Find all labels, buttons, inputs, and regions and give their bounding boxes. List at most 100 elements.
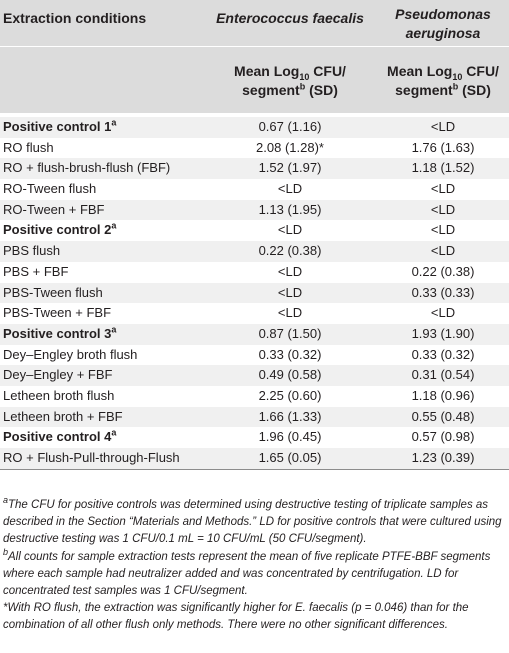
row-condition: RO flush: [3, 138, 54, 159]
row-pa-value: 0.31 (0.54): [411, 367, 475, 383]
table-row: RO + Flush-Pull-through-Flush 1.65 (0.05)…: [0, 448, 509, 469]
row-condition: RO + Flush-Pull-through-Flush: [3, 448, 180, 469]
row-condition: Letheen broth + FBF: [3, 407, 123, 428]
condition-label: Dey–Engley broth flush: [3, 346, 138, 362]
row-pa-value: <LD: [430, 222, 456, 238]
row-ef-value: 1.65 (0.05): [258, 450, 322, 465]
table-header: Extraction conditions Enterococcus faeca…: [0, 0, 509, 113]
header-mean-ef: Mean Log10 CFU/ segmentb (SD): [210, 62, 370, 100]
table-row: RO-Tween + FBF 1.13 (1.95) <LD: [0, 199, 509, 221]
table-row: Dey–Engley broth flush 0.33 (0.32) 0.33 (0…: [0, 345, 509, 366]
table-row: RO flush 2.08 (1.28)* 1.76 (1.63): [0, 138, 509, 159]
condition-label: Positive control 3: [3, 325, 112, 341]
row-pa-value: 1.18 (1.52): [411, 160, 475, 176]
row-ef-value: 1.52 (1.97): [258, 160, 322, 176]
sd-label: (SD): [305, 82, 338, 98]
table-row: PBS-Tween + FBF <LD <LD: [0, 303, 509, 324]
table-row: PBS-Tween flush <LD 0.33 (0.33): [0, 282, 509, 304]
row-condition: PBS flush: [3, 241, 60, 262]
header-mean-pa: Mean Log10 CFU/ segmentb (SD): [377, 62, 509, 100]
table-row: RO-Tween flush <LD <LD: [0, 179, 509, 200]
footnote-b-marker: b: [452, 81, 459, 92]
row-condition: PBS-Tween flush: [3, 283, 103, 304]
row-ef-value: <LD: [277, 181, 303, 197]
condition-label: Dey–Engley + FBF: [3, 367, 113, 383]
header-pa-line1: Pseudomonas: [395, 6, 491, 22]
condition-label: Letheen broth + FBF: [3, 408, 123, 424]
row-pa-value: 1.23 (0.39): [411, 450, 475, 465]
row-condition: PBS-Tween + FBF: [3, 303, 111, 324]
row-pa-value: 1.76 (1.63): [411, 139, 475, 155]
row-condition: Positive control 3a: [3, 324, 116, 345]
row-ef-value: 2.25 (0.60): [258, 387, 322, 403]
row-condition: RO-Tween flush: [3, 179, 96, 200]
table-row: Dey–Engley + FBF 0.49 (0.58) 0.31 (0.54): [0, 365, 509, 386]
row-ef-value: <LD: [277, 284, 303, 300]
row-ef-value: 0.49 (0.58): [258, 367, 322, 383]
table-row: Letheen broth + FBF 1.66 (1.33) 0.55 (0.48…: [0, 406, 509, 428]
row-ef-value: 2.08 (1.28)*: [256, 139, 324, 155]
condition-label: Positive control 4: [3, 429, 112, 445]
table-row: Positive control 2a <LD <LD: [0, 220, 509, 241]
condition-label: Positive control 1: [3, 119, 112, 134]
row-condition: Dey–Engley broth flush: [3, 345, 137, 366]
table-bottom-rule: [0, 469, 509, 470]
row-pa-value: <LD: [430, 305, 456, 321]
mean-label: Mean Log: [234, 63, 300, 79]
row-pa-value: 0.33 (0.32): [411, 346, 475, 362]
row-condition: RO + flush-brush-flush (FBF): [3, 158, 170, 179]
segment-label: segment: [242, 82, 300, 98]
log-subscript: 10: [452, 71, 463, 82]
header-pa-line2: aeruginosa: [405, 25, 481, 41]
row-condition: RO-Tween + FBF: [3, 200, 105, 221]
footnote-b: bAll counts for sample extraction tests …: [3, 546, 491, 598]
footnote-a: aThe CFU for positive controls was deter…: [3, 495, 502, 546]
condition-label: RO + flush-brush-flush (FBF): [3, 160, 171, 176]
condition-label: RO-Tween + FBF: [3, 201, 105, 217]
condition-label: RO + Flush-Pull-through-Flush: [3, 450, 180, 465]
row-ef-value: <LD: [277, 222, 303, 238]
table-row: Positive control 1a 0.67 (1.16) <LD: [0, 117, 509, 138]
row-pa-value: 0.57 (0.98): [411, 429, 475, 445]
row-ef-value: 0.87 (1.50): [258, 325, 322, 341]
row-condition: Positive control 1a: [3, 117, 116, 138]
cfu-label: CFU/: [462, 63, 499, 79]
condition-label: Positive control 2: [3, 222, 112, 238]
sd-label: (SD): [458, 82, 491, 98]
footnote-a-marker: a: [111, 117, 117, 128]
condition-label: PBS-Tween + FBF: [3, 305, 112, 321]
row-ef-value: 0.33 (0.32): [258, 346, 322, 362]
row-ef-value: <LD: [277, 305, 303, 321]
footnote-a-marker: a: [111, 427, 117, 438]
condition-label: RO flush: [3, 139, 54, 155]
table-body: Positive control 1a 0.67 (1.16) <LD RO flus…: [0, 117, 509, 469]
row-ef-value: 1.66 (1.33): [258, 408, 322, 424]
footnote-a-marker: a: [111, 324, 117, 335]
row-condition: Positive control 4a: [3, 427, 116, 448]
table-row: PBS + FBF <LD 0.22 (0.38): [0, 262, 509, 283]
footnote-b-marker: b: [299, 81, 306, 92]
footnote-star: *With RO flush, the extraction was signi…: [3, 602, 469, 632]
log-subscript: 10: [299, 71, 310, 82]
row-condition: Letheen broth flush: [3, 386, 114, 407]
header-separator: [0, 46, 509, 47]
header-extraction-conditions: Extraction conditions: [3, 10, 147, 26]
row-pa-value: 1.18 (0.96): [411, 387, 475, 403]
condition-label: PBS flush: [3, 243, 61, 259]
row-pa-value: 0.33 (0.33): [411, 284, 475, 300]
segment-label: segment: [395, 82, 453, 98]
row-pa-value: 1.93 (1.90): [411, 325, 475, 341]
row-ef-value: 0.67 (1.16): [258, 119, 322, 134]
row-condition: Dey–Engley + FBF: [3, 365, 112, 386]
condition-label: PBS + FBF: [3, 263, 69, 279]
mean-label: Mean Log: [387, 63, 453, 79]
row-ef-value: 1.13 (1.95): [258, 201, 322, 217]
row-ef-value: 1.96 (0.45): [258, 429, 322, 445]
cfu-label: CFU/: [309, 63, 346, 79]
table-row: PBS flush 0.22 (0.38) <LD: [0, 241, 509, 262]
table-row: Letheen broth flush 2.25 (0.60) 1.18 (0.96…: [0, 386, 509, 407]
row-condition: PBS + FBF: [3, 262, 68, 283]
footnotes: aThe CFU for positive controls was deter…: [3, 495, 506, 635]
condition-label: PBS-Tween flush: [3, 284, 103, 300]
